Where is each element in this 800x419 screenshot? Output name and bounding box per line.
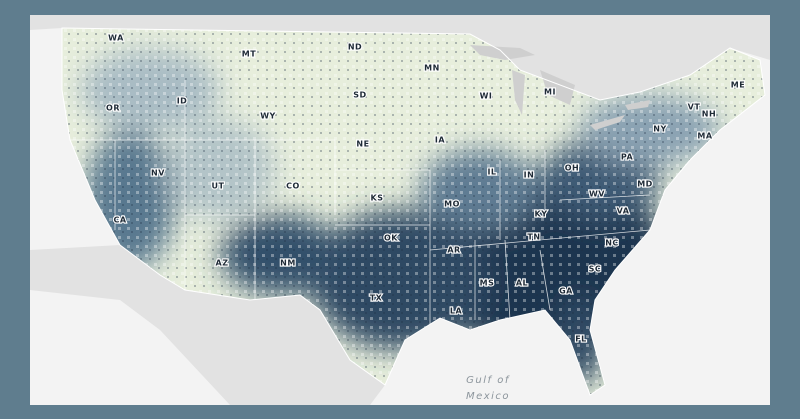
- state-borders: [70, 80, 651, 330]
- state-label: FL: [575, 335, 587, 344]
- state-label: NE: [356, 140, 369, 149]
- state-label: OK: [384, 234, 398, 243]
- state-label: AR: [447, 246, 460, 255]
- state-label: KY: [535, 210, 548, 219]
- water-label: Mexico: [466, 391, 510, 402]
- us-outline: [61, 27, 766, 396]
- state-label: IA: [435, 136, 445, 145]
- state-label: PA: [621, 153, 634, 162]
- state-label: AZ: [216, 259, 229, 268]
- state-label: MS: [480, 279, 495, 288]
- state-label: ME: [731, 81, 745, 90]
- mexico: [30, 245, 385, 405]
- state-label: IL: [487, 168, 496, 177]
- state-label: ID: [177, 97, 188, 106]
- state-label: KS: [371, 194, 384, 203]
- canada: [30, 15, 770, 100]
- state-label: CO: [286, 182, 300, 191]
- state-label: NM: [280, 259, 296, 268]
- state-label: TN: [527, 233, 540, 242]
- state-label: OH: [565, 164, 580, 173]
- state-label: MN: [424, 64, 440, 73]
- state-label: GA: [559, 287, 573, 296]
- state-label: TX: [370, 294, 383, 303]
- state-label: WA: [108, 34, 124, 43]
- state-label: WY: [260, 112, 276, 121]
- state-label: OR: [106, 104, 120, 113]
- state-label: SC: [589, 265, 602, 274]
- state-label: NY: [653, 125, 667, 134]
- state-label: MA: [697, 132, 712, 141]
- state-label: ND: [348, 43, 362, 52]
- state-label: LA: [450, 307, 463, 316]
- state-label: NV: [151, 169, 165, 178]
- state-label: VA: [617, 207, 630, 216]
- state-label: NC: [605, 239, 619, 248]
- state-label: MO: [444, 200, 460, 209]
- state-label: WI: [480, 92, 493, 101]
- water-label: Gulf of: [466, 375, 510, 386]
- state-label: SD: [353, 91, 366, 100]
- state-label: VT: [688, 103, 701, 112]
- state-label: NH: [702, 110, 716, 119]
- state-label: UT: [212, 182, 225, 191]
- state-label: IN: [524, 171, 535, 180]
- state-label: MD: [637, 180, 653, 189]
- state-label: CA: [113, 216, 126, 225]
- state-label: MT: [242, 50, 256, 59]
- state-label: WV: [589, 190, 605, 199]
- state-label: MI: [544, 88, 556, 97]
- state-label: AL: [516, 279, 528, 288]
